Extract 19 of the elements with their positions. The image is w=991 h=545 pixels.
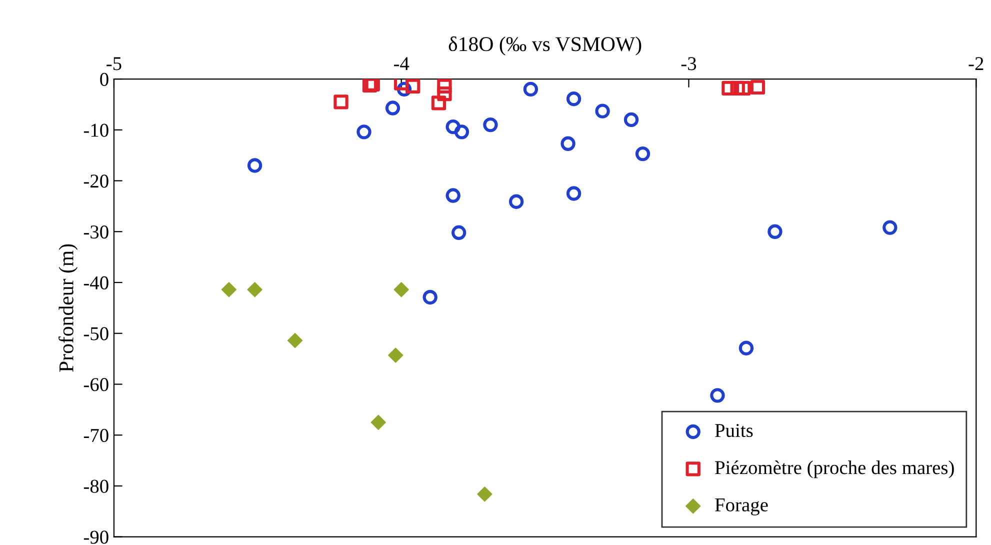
x-tick-label: -2 [968, 57, 984, 70]
y-tick-label: -50 [84, 327, 108, 340]
x-axis-title: δ18O (‰ vs VSMOW) [448, 36, 642, 56]
y-tick-label: 0 [100, 72, 108, 86]
y-tick-label: -40 [84, 276, 108, 290]
y-tick-label: -60 [84, 378, 108, 392]
legend-label: Puits [715, 424, 753, 438]
legend-label: Piézomètre (proche des mares) [715, 460, 954, 478]
y-tick-label: -20 [84, 174, 108, 188]
x-tick-label: -3 [681, 57, 696, 70]
x-tick-label: -4 [394, 57, 410, 70]
legend-label: Forage [715, 498, 768, 516]
y-tick-label: -90 [84, 530, 108, 544]
y-tick-label: -30 [84, 225, 108, 239]
y-tick-label: -10 [84, 124, 108, 137]
x-tick-label: -5 [106, 57, 122, 70]
y-tick-label: -70 [84, 428, 108, 442]
y-axis-title: Profondeur (m) [58, 244, 78, 372]
y-tick-label: -80 [84, 480, 108, 493]
